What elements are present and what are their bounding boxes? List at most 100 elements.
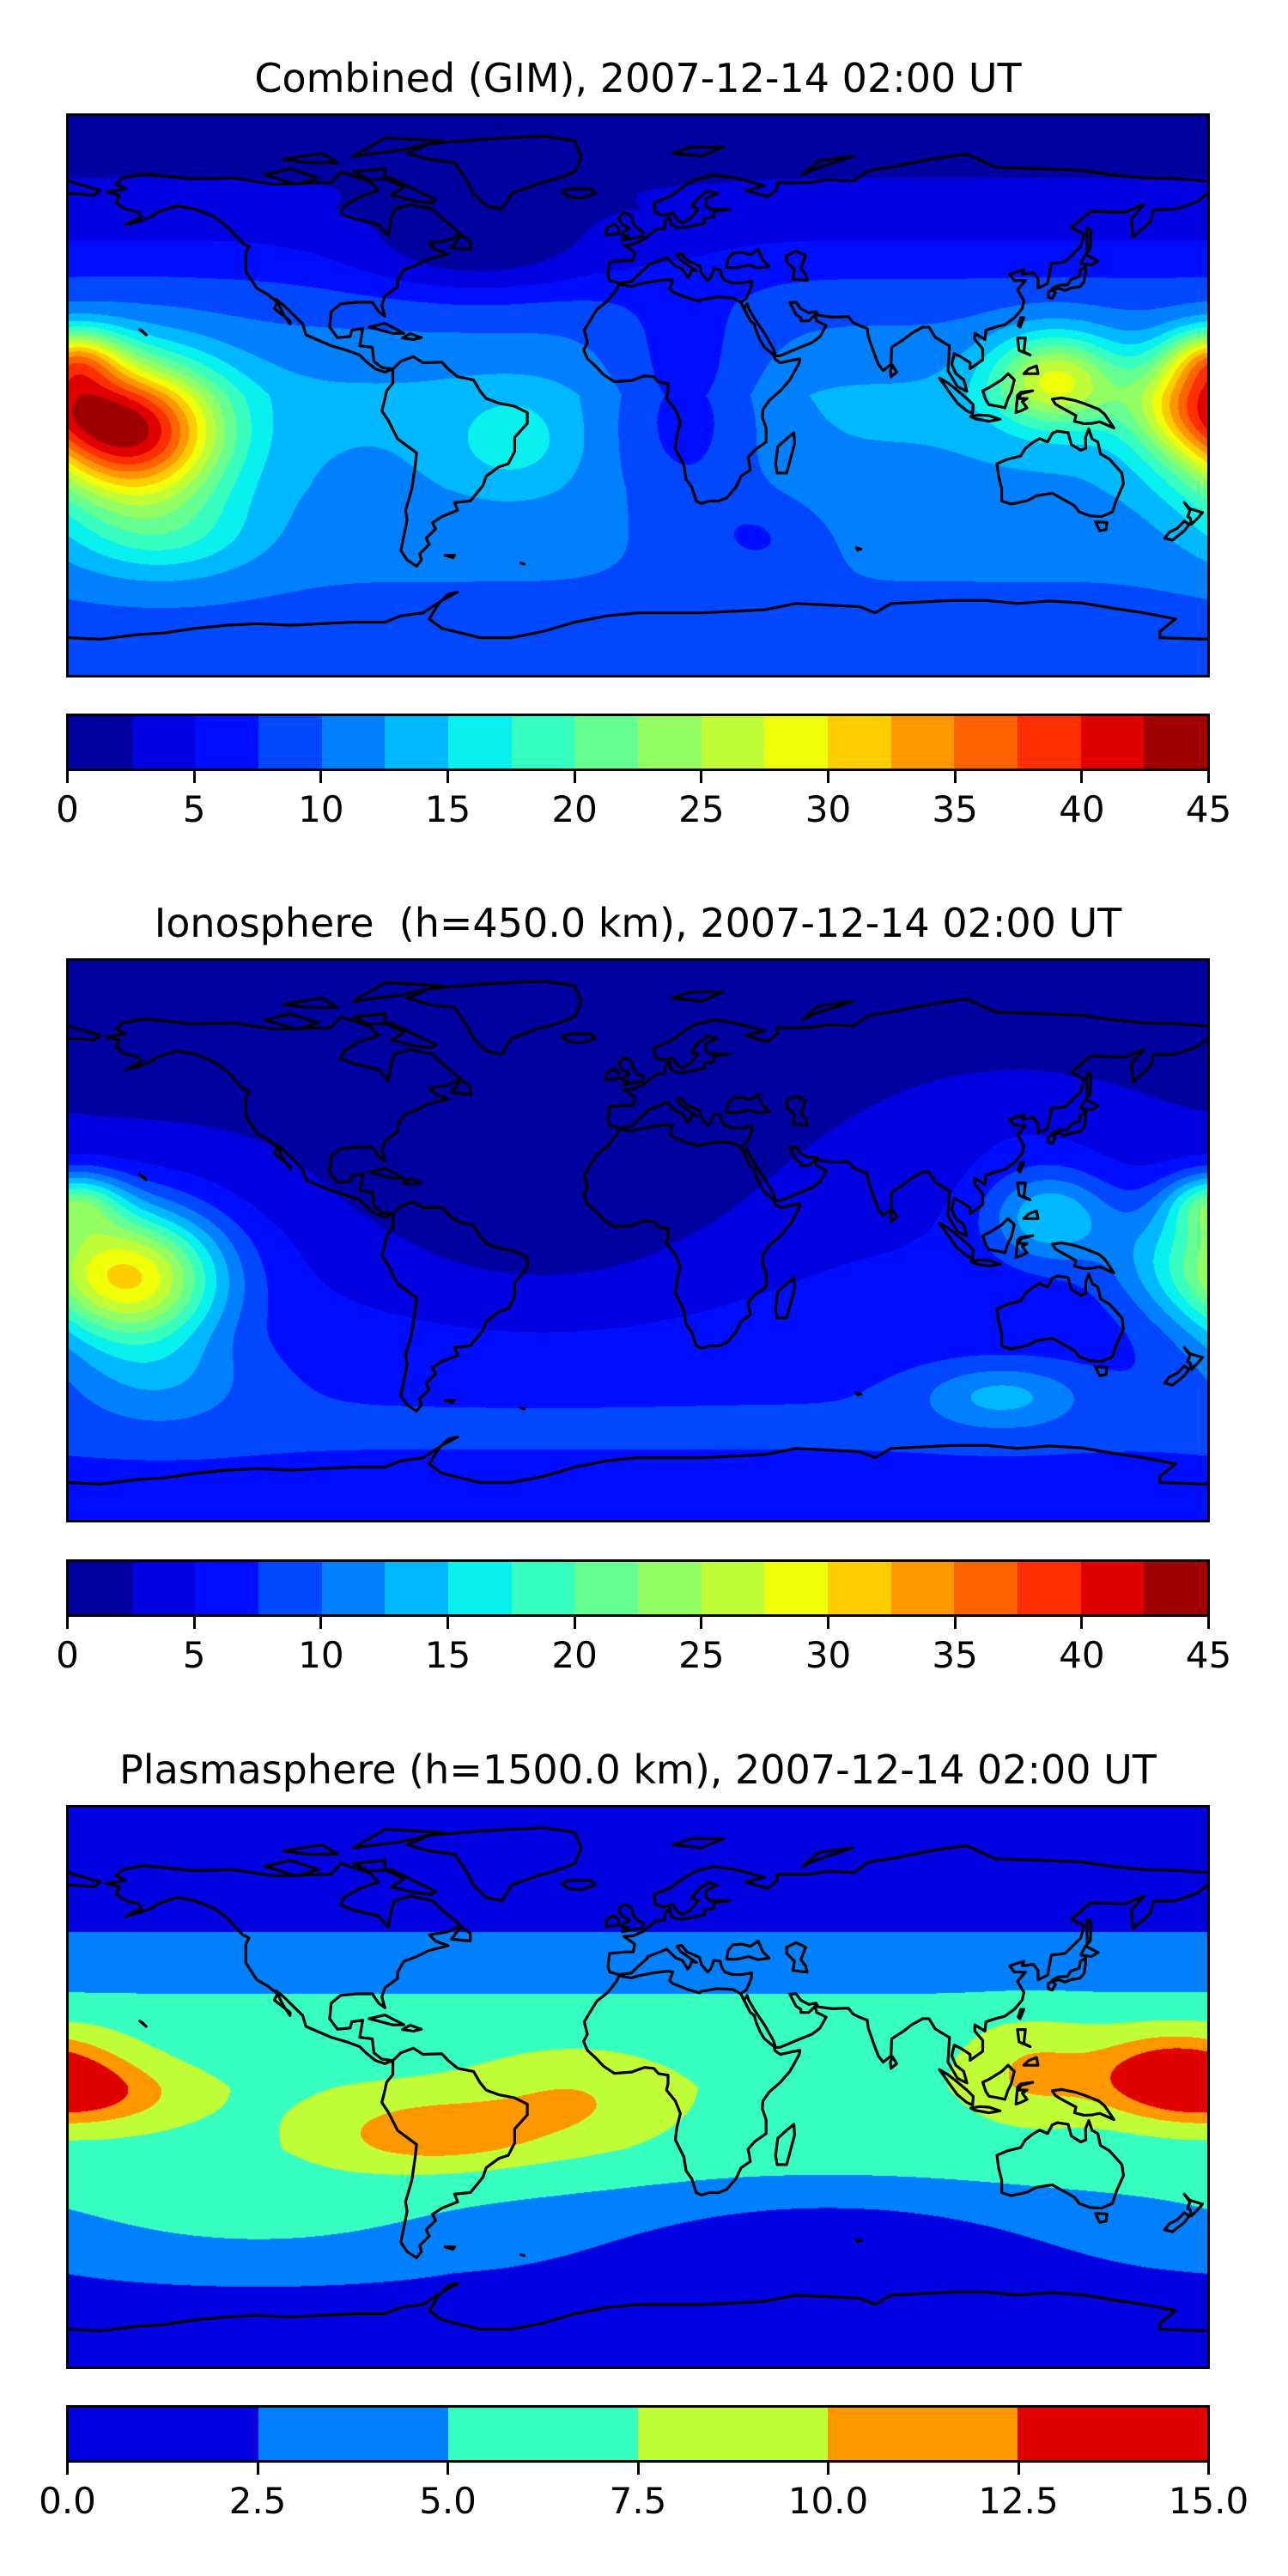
combined-tec-map (66, 113, 1210, 677)
colorbar-level-swatch (1018, 2408, 1207, 2460)
coastline (606, 1069, 619, 1080)
coastline (741, 1885, 1207, 2082)
coastline (608, 1845, 1207, 1994)
coastline (619, 1905, 643, 1932)
coastline (1018, 338, 1030, 355)
colorbar-tick-mark (953, 1617, 957, 1629)
colorbar-tick-label: 0 (56, 788, 79, 830)
coastline (445, 2247, 454, 2250)
colorbar-tick-label: 10 (298, 1634, 344, 1676)
coastline (445, 1400, 454, 1403)
coastline (403, 1179, 422, 1185)
colorbar-swatches (66, 714, 1210, 771)
coastline (606, 1916, 619, 1927)
coastline (452, 1927, 471, 1941)
colorbar-tick-label: 30 (805, 1634, 852, 1676)
coastline (69, 592, 1207, 639)
colorbar-tick-label: 5.0 (419, 2480, 477, 2522)
colorbar-tick-mark (1207, 2463, 1210, 2475)
colorbar-level-swatch (1018, 716, 1081, 769)
coastline (69, 1873, 100, 1886)
coastline (619, 214, 643, 240)
colorbar-tick-label: 0.0 (39, 2480, 96, 2522)
colorbar-level-swatch (638, 2408, 828, 2460)
coastline (606, 224, 619, 235)
colorbar-tick-label: 0 (56, 1634, 79, 1676)
plasmasphere-colorbar: 0.0 2.5 5.0 7.5 10.0 12.5 15.0 (39, 2405, 1249, 2522)
colorbar-tick-label: 45 (1185, 788, 1232, 830)
colorbar-level-swatch (321, 716, 386, 769)
colorbar-level-swatch (701, 716, 765, 769)
colorbar-level-swatch (448, 2408, 638, 2460)
colorbar-tick-mark (1017, 2463, 1020, 2475)
colorbar-tick-label: 40 (1059, 788, 1105, 830)
colorbar-level-swatch (195, 716, 259, 769)
colorbar-tick-label: 20 (551, 1634, 598, 1676)
colorbar-level-swatch (1144, 1562, 1208, 1614)
colorbar-level-swatch (1080, 1562, 1145, 1614)
coastline (140, 330, 146, 335)
colorbar-level-swatch (574, 716, 639, 769)
coastline (264, 1013, 319, 1029)
coastline (106, 172, 461, 372)
colorbar-level-swatch (638, 1562, 702, 1614)
colorbar-tick-mark (953, 771, 957, 783)
plasmasphere-tec-map (66, 1805, 1210, 2369)
colorbar-tick-mark (1080, 1617, 1084, 1629)
coastline (1053, 398, 1115, 428)
colorbar-tick-label: 7.5 (609, 2480, 667, 2522)
coastline (741, 193, 1207, 391)
coastline (369, 2015, 404, 2026)
coastline (741, 1038, 1207, 1236)
coastline (803, 156, 854, 175)
colorbar-tick-label: 15 (424, 1634, 471, 1676)
coastline (608, 154, 1207, 302)
coastline (354, 1829, 442, 1848)
colorbar-tick-mark (447, 771, 449, 783)
coastline (1164, 2213, 1189, 2232)
colorbar-level-swatch (258, 2408, 448, 2460)
coastline (445, 556, 454, 558)
coastline (69, 1026, 100, 1040)
colorbar-level-swatch (131, 716, 196, 769)
colorbar-tick-mark (319, 771, 323, 783)
coastline (939, 378, 973, 413)
colorbar-level-swatch (574, 1562, 639, 1614)
coastline (856, 1393, 861, 1395)
coastline (673, 147, 724, 156)
coastline (403, 334, 422, 340)
coastline (1053, 1242, 1115, 1273)
coastline (673, 992, 724, 1001)
coastline (775, 433, 794, 473)
coastline (1052, 1111, 1085, 1135)
coastline (283, 153, 337, 162)
coastline (521, 563, 525, 564)
colorbar-tick-mark (827, 1617, 829, 1629)
coastline (970, 1260, 999, 1266)
coastline (1052, 1958, 1085, 1982)
colorbar-tick-mark (66, 2463, 69, 2475)
coastline (584, 280, 800, 504)
coastline (1053, 2089, 1115, 2119)
colorbar-tick-mark (66, 771, 69, 783)
colorbar-tick-label: 5 (182, 788, 206, 830)
ionosphere-map-title: Ionosphere (h=450.0 km), 2007-12-14 02:0… (154, 900, 1122, 946)
coastline (1048, 1982, 1055, 1990)
coastline (856, 548, 861, 550)
coastline (1024, 1211, 1038, 1218)
colorbar-level-swatch (69, 2408, 258, 2460)
colorbar-level-swatch (1018, 1562, 1081, 1614)
coastline (1016, 391, 1033, 412)
colorbar-level-swatch (1144, 716, 1208, 769)
coastline (452, 1080, 471, 1095)
coastline (970, 415, 999, 421)
colorbar-tick-mark (827, 771, 829, 783)
colorbar-tick-mark (700, 771, 703, 783)
colorbar-tick-label: 15.0 (1168, 2480, 1249, 2522)
coastline (982, 2065, 1014, 2099)
coastline (803, 1848, 854, 1867)
colorbar-tick-mark (192, 1617, 196, 1629)
coastline (69, 1437, 1207, 1484)
colorbar-level-swatch (828, 1562, 891, 1614)
coastline (452, 235, 471, 250)
